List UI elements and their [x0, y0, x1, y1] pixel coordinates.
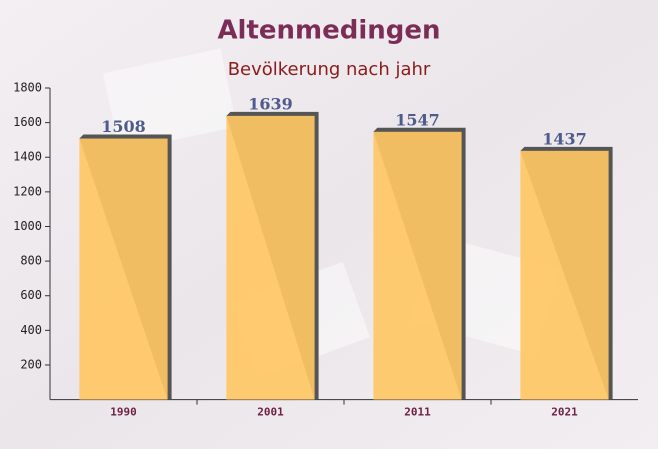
bar	[79, 138, 168, 400]
y-tick-label: 200	[20, 357, 42, 371]
x-tick-label: 1990	[110, 406, 137, 419]
y-tick-label: 800	[20, 254, 42, 268]
chart-subtitle: Bevölkerung nach jahr	[228, 59, 431, 80]
y-tick-label: 600	[20, 288, 42, 302]
background-decoration	[102, 48, 238, 152]
y-tick-label: 1200	[13, 184, 42, 198]
value-label: 1639	[248, 94, 293, 113]
y-tick-label: 400	[20, 323, 42, 337]
bar	[520, 150, 609, 400]
x-tick-label: 2001	[257, 406, 284, 419]
y-tick-label: 1000	[13, 219, 42, 233]
y-tick-label: 1600	[13, 115, 42, 129]
value-label: 1547	[395, 110, 440, 129]
y-tick-label: 1400	[13, 150, 42, 164]
x-tick-label: 2021	[551, 406, 578, 419]
y-tick-label: 1800	[13, 81, 42, 95]
value-label: 1437	[542, 129, 587, 148]
value-label: 1508	[101, 117, 146, 136]
x-tick-label: 2011	[404, 406, 431, 419]
bar	[373, 131, 462, 400]
chart-title: Altenmedingen	[217, 16, 440, 46]
bar	[226, 115, 315, 400]
